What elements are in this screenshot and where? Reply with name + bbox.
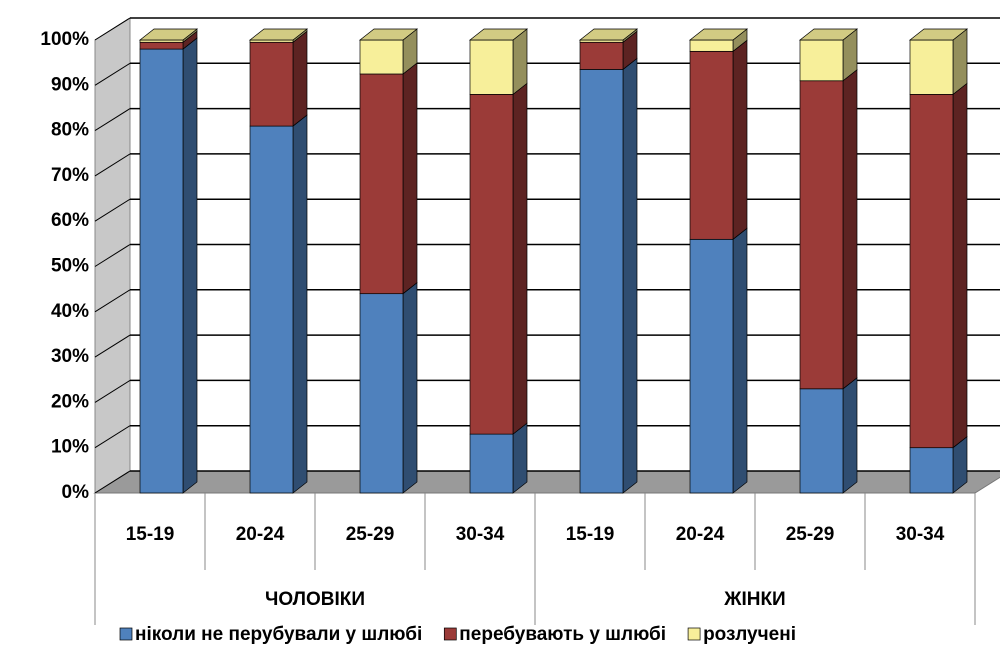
legend-label: розлучені xyxy=(703,624,796,645)
bar-segment xyxy=(139,41,184,50)
bar-side xyxy=(842,69,858,390)
group-label: ЖІНКИ xyxy=(723,589,785,610)
bar-side xyxy=(182,37,198,494)
y-tick-label: 10% xyxy=(51,437,89,458)
grid-line-wall xyxy=(94,198,131,222)
bar-side xyxy=(732,39,748,241)
bar-segment xyxy=(909,39,954,95)
bar-segment xyxy=(579,69,624,494)
x-tick-label: 25-29 xyxy=(786,524,835,545)
bar-side xyxy=(732,227,748,494)
bar-segment xyxy=(909,94,954,449)
bar-side xyxy=(512,422,528,494)
y-tick-label: 90% xyxy=(51,74,89,95)
x-tick-label: 20-24 xyxy=(236,524,285,545)
bar-segment xyxy=(359,73,404,295)
bar-top xyxy=(138,28,199,41)
bar-top xyxy=(358,28,419,41)
bar-segment xyxy=(799,39,844,82)
x-tick-label: 15-19 xyxy=(566,524,615,545)
bar-segment xyxy=(579,41,624,70)
y-tick-label: 50% xyxy=(51,256,89,277)
x-tick-label: 30-34 xyxy=(896,524,945,545)
bar-segment xyxy=(469,94,514,435)
bar-segment xyxy=(799,388,844,494)
grid-line-wall xyxy=(94,153,131,177)
y-tick-label: 20% xyxy=(51,391,89,412)
grid-line-wall xyxy=(94,470,131,494)
bar-top xyxy=(468,28,529,41)
y-tick-label: 30% xyxy=(51,346,89,367)
bar-side xyxy=(842,377,858,494)
bar-side xyxy=(402,62,418,295)
legend-swatch xyxy=(687,627,701,641)
bar-top xyxy=(908,28,969,41)
bar-top xyxy=(248,28,309,41)
y-tick-label: 60% xyxy=(51,210,89,231)
legend-swatch xyxy=(443,627,457,641)
legend-swatch xyxy=(119,627,133,641)
legend-label: перебувають у шлюбі xyxy=(459,624,666,645)
x-tick-label: 20-24 xyxy=(676,524,725,545)
grid-line-wall xyxy=(94,425,131,449)
bar-top xyxy=(798,28,859,41)
grid-line-wall xyxy=(94,379,131,403)
bar-side xyxy=(512,28,528,96)
bar-side xyxy=(512,82,528,435)
bar-segment xyxy=(689,238,734,494)
y-tick-label: 40% xyxy=(51,301,89,322)
bar-segment xyxy=(799,80,844,390)
grid-line-wall xyxy=(94,244,131,267)
floor xyxy=(93,470,1000,494)
grid-line-wall xyxy=(94,62,131,86)
bar-side xyxy=(622,57,638,494)
y-tick-label: 100% xyxy=(40,29,89,50)
bar-segment xyxy=(469,39,514,95)
bar-side xyxy=(402,281,418,494)
bar-side xyxy=(952,28,968,96)
bar-segment xyxy=(689,39,734,52)
y-tick-label: 80% xyxy=(51,120,89,141)
legend-label: ніколи не перубували у шлюбі xyxy=(135,624,422,645)
grid-line-wall xyxy=(94,289,131,313)
group-label: ЧОЛОВІКИ xyxy=(265,589,365,610)
bar-segment xyxy=(139,48,184,494)
bar-segment xyxy=(689,50,734,240)
bar-side xyxy=(952,82,968,449)
y-tick-label: 0% xyxy=(62,482,90,503)
grid-line-wall xyxy=(94,17,131,41)
bar-side xyxy=(292,114,308,494)
x-tick-label: 30-34 xyxy=(456,524,505,545)
bar-top xyxy=(578,28,639,41)
x-tick-label: 25-29 xyxy=(346,524,395,545)
bar-segment xyxy=(469,433,514,494)
bar-side xyxy=(292,30,308,127)
bar-segment xyxy=(249,125,294,494)
grid-line-wall xyxy=(94,108,131,132)
bar-segment xyxy=(359,39,404,75)
y-tick-label: 70% xyxy=(51,165,89,186)
bar-segment xyxy=(249,41,294,127)
bar-segment xyxy=(359,293,404,494)
grid-line-wall xyxy=(94,334,131,358)
bar-segment xyxy=(909,447,954,494)
bar-top xyxy=(688,28,749,41)
x-tick-label: 15-19 xyxy=(126,524,175,545)
